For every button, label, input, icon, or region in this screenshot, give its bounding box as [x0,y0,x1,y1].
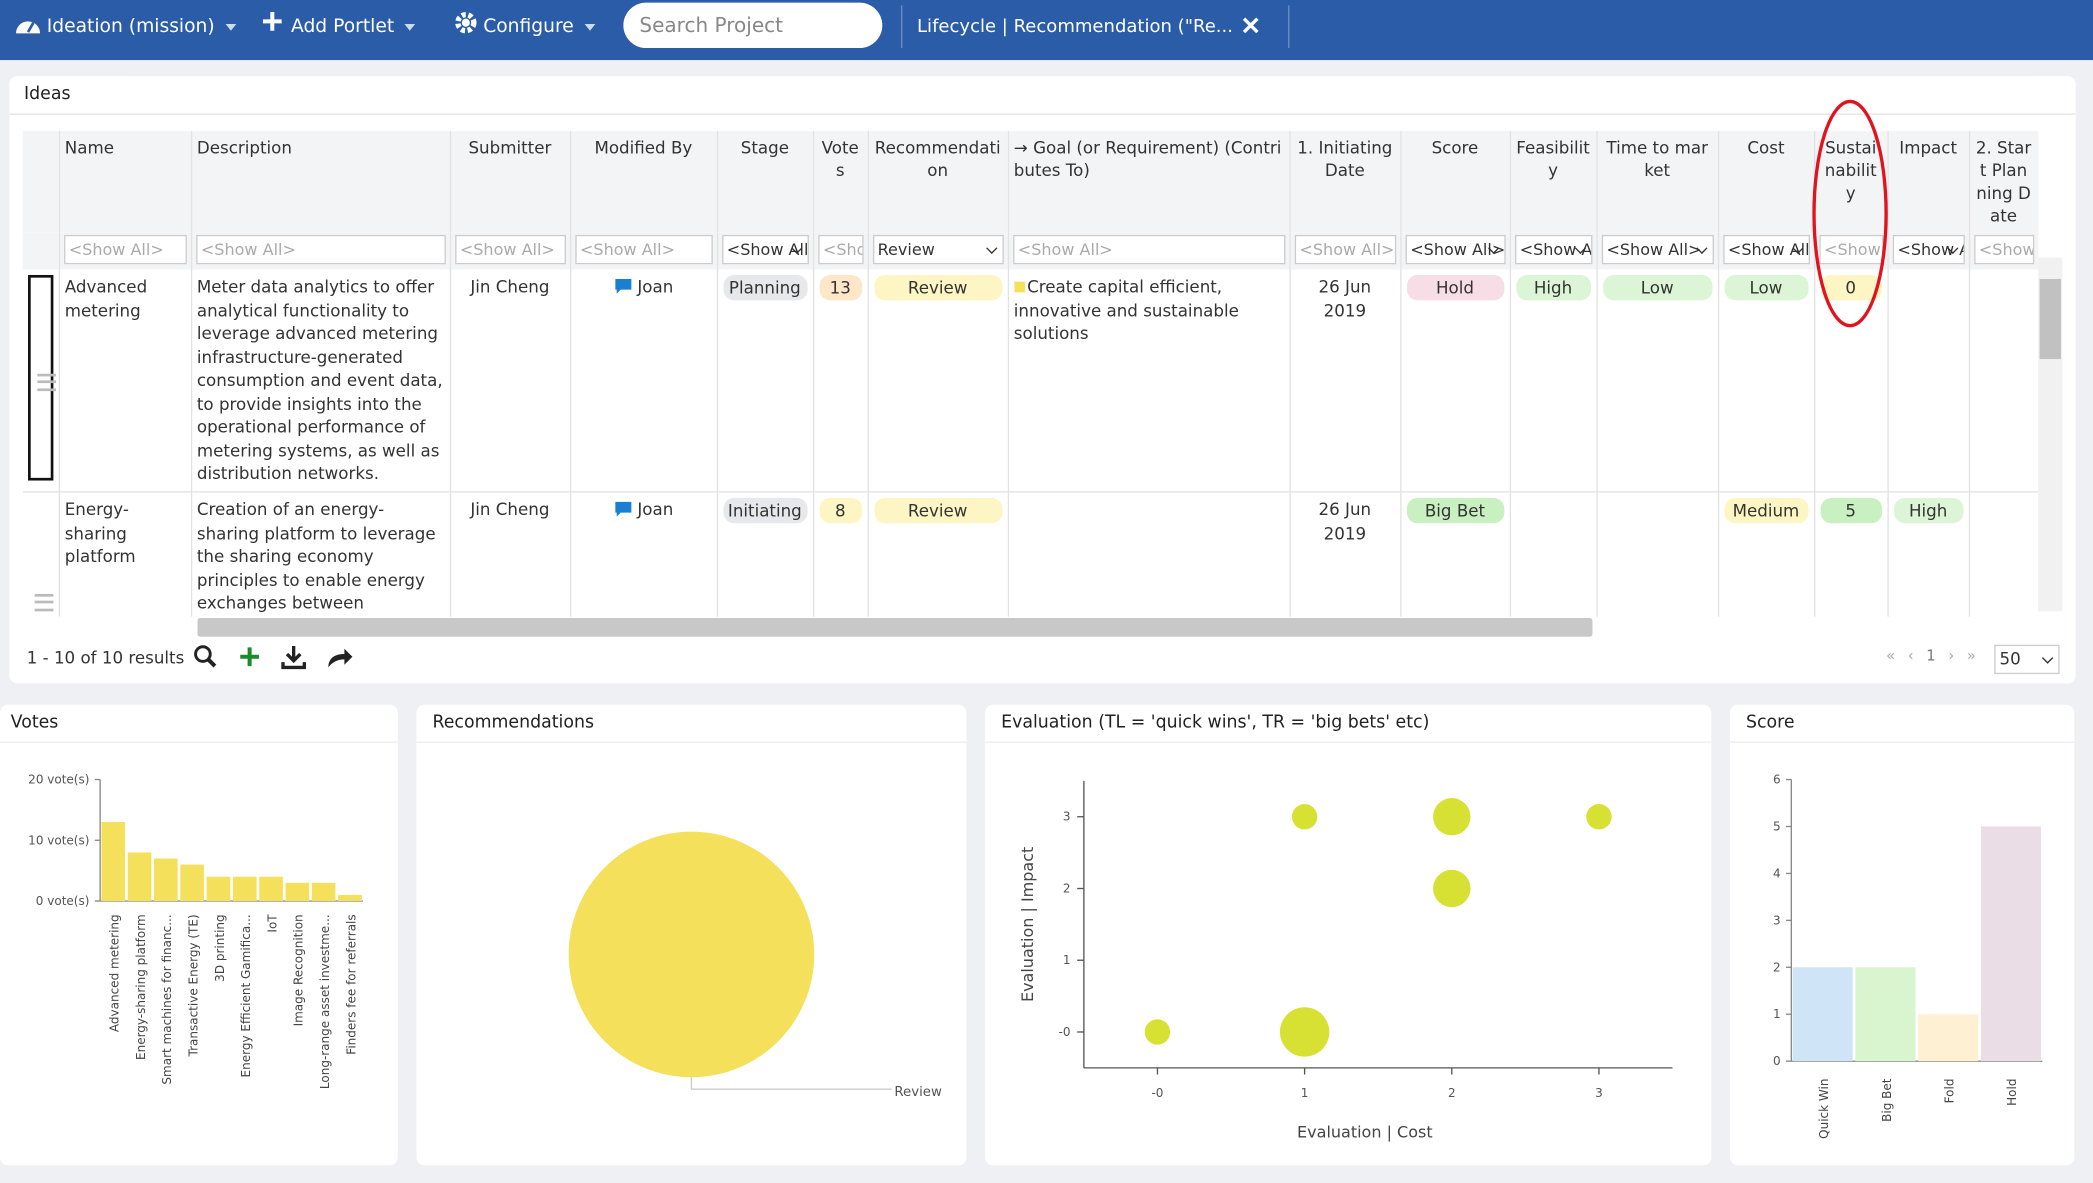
scatter-point [1280,1007,1329,1056]
highlight-circle [1814,101,1886,325]
x-tick-label: -0 [1151,1086,1163,1100]
bar [154,858,178,901]
scatter-point [1292,804,1317,829]
x-tick-label: Advanced metering [108,914,122,1032]
y-tick-label: 4 [1773,866,1781,880]
y-tick-label: 0 vote(s) [36,894,90,908]
scatter-point [1433,798,1470,835]
bar [180,865,204,901]
bar [128,852,152,901]
bar [338,895,362,901]
x-tick-label: Image Recognition [292,914,306,1026]
x-tick-label: 1 [1301,1086,1309,1100]
bar [233,877,257,901]
bar [1918,1014,1978,1061]
bar [312,883,336,901]
x-tick-label: Smart machines for financ... [160,914,174,1084]
pie-slice [569,832,815,1078]
bar [286,883,310,901]
y-tick-label: 2 [1063,881,1071,895]
x-tick-label: Energy-sharing platform [134,914,148,1060]
x-axis-label: Evaluation | Cost [1297,1122,1433,1141]
x-tick-label: 3 [1595,1086,1603,1100]
y-tick-label: 20 vote(s) [28,773,89,787]
y-tick-label: 0 [1773,1054,1781,1068]
label-line [691,1077,891,1089]
bar [1981,826,2041,1061]
scatter-point [1145,1019,1170,1044]
bar [259,877,283,901]
bar [101,822,125,901]
x-tick-label: Long-range asset investme... [318,914,332,1089]
y-axis-label: Evaluation | Impact [1018,847,1037,1002]
y-tick-label: 1 [1063,953,1071,967]
x-tick-label: 2 [1448,1086,1456,1100]
y-tick-label: 2 [1773,960,1781,974]
bar [207,877,231,901]
x-tick-label: Transactive Energy (TE) [186,914,200,1057]
x-tick-label: Big Bet [1880,1078,1894,1122]
y-tick-label: 10 vote(s) [28,833,89,847]
x-tick-label: 3D printing [213,914,227,981]
bar [1793,967,1853,1061]
x-tick-label: Hold [2005,1079,2019,1106]
x-tick-label: Quick Win [1817,1079,1831,1139]
bar [1855,967,1915,1061]
x-tick-label: Finders fee for referrals [344,914,358,1054]
y-tick-label: 1 [1773,1007,1781,1021]
x-tick-label: IoT [265,914,279,933]
y-tick-label: 3 [1773,913,1781,927]
scatter-point [1433,870,1470,907]
y-tick-label: 3 [1063,810,1071,824]
scatter-point [1586,804,1611,829]
x-tick-label: Fold [1943,1079,1957,1104]
x-tick-label: Energy Efficient Gamifica... [239,914,253,1077]
y-tick-label: -0 [1059,1025,1071,1039]
y-tick-label: 5 [1773,819,1781,833]
y-tick-label: 6 [1773,773,1781,787]
slice-label: Review [894,1085,942,1100]
